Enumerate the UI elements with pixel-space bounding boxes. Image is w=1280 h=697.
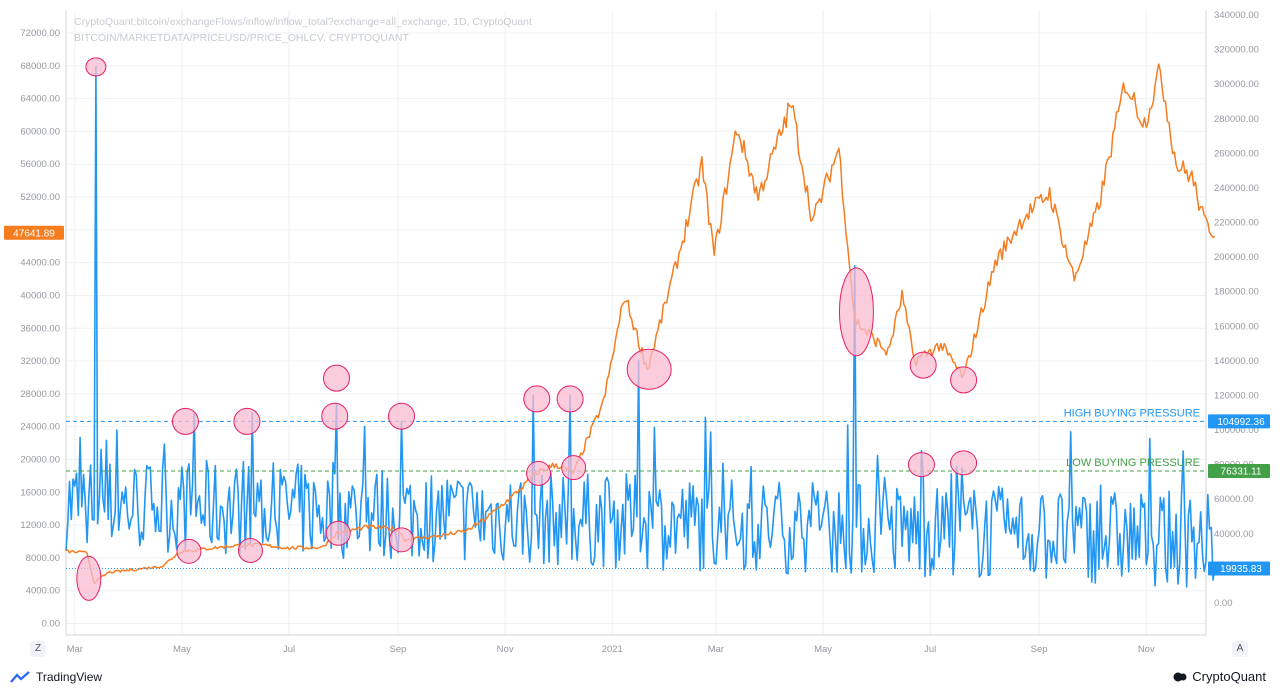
right-tick-label: 60000.00 — [1214, 494, 1254, 505]
left-tick-label: 40000.00 — [20, 290, 60, 301]
low-pressure-value-badge: 76331.11 — [1221, 466, 1262, 477]
right-tick-label: 220000.00 — [1214, 218, 1259, 229]
x-tick-label: Nov — [497, 644, 514, 655]
highlight-circle — [85, 57, 107, 77]
left-tick-label: 36000.00 — [20, 323, 60, 334]
right-tick-label: 40000.00 — [1214, 529, 1254, 540]
low-pressure-label: LOW BUYING PRESSURE — [1066, 457, 1200, 469]
tradingview-logo-icon — [10, 671, 30, 683]
right-tick-label: 160000.00 — [1214, 321, 1259, 332]
left-tick-label: 68000.00 — [20, 61, 60, 72]
left-tick-label: 44000.00 — [20, 258, 60, 269]
left-tick-label: 60000.00 — [20, 126, 60, 137]
high-pressure-label: HIGH BUYING PRESSURE — [1064, 407, 1200, 419]
left-tick-label: 24000.00 — [20, 422, 60, 433]
cryptoquant-logo-icon — [1173, 672, 1187, 681]
auto-scale-button[interactable]: A — [1232, 641, 1248, 657]
highlight-circle — [237, 538, 263, 564]
price-value-badge: 47641.89 — [13, 228, 55, 239]
x-tick-label: Mar — [708, 644, 724, 655]
series-title-price: BITCOIN/MARKETDATA/PRICEUSD/PRICE_OHLCV,… — [74, 32, 409, 44]
highlight-circle — [950, 450, 978, 476]
right-tick-label: 340000.00 — [1214, 10, 1259, 21]
highlight-circle — [523, 385, 551, 413]
right-tick-label: 180000.00 — [1214, 287, 1259, 298]
right-tick-label: 0.00 — [1214, 598, 1233, 609]
highlight-circle — [556, 385, 584, 413]
highlight-circle — [561, 455, 587, 481]
highlight-circle — [325, 520, 351, 546]
high-pressure-value-badge: 104992.36 — [1217, 417, 1265, 428]
x-tick-label: May — [173, 644, 191, 655]
x-tick-label: Nov — [1138, 644, 1155, 655]
highlight-circle — [171, 407, 199, 435]
x-tick-label: Sep — [390, 644, 407, 655]
highlight-circle — [838, 267, 874, 357]
right-tick-label: 320000.00 — [1214, 45, 1259, 56]
left-tick-label: 12000.00 — [20, 520, 60, 531]
x-tick-label: Jul — [924, 644, 936, 655]
highlight-circle — [907, 452, 935, 478]
zoom-button[interactable]: Z — [30, 641, 46, 657]
highlight-circle — [626, 348, 672, 390]
inflow-value-badge: 19935.83 — [1220, 564, 1262, 575]
x-tick-label: 2021 — [602, 644, 623, 655]
x-tick-label: Jul — [283, 644, 295, 655]
right-tick-label: 240000.00 — [1214, 183, 1259, 194]
price-value-badge-bg — [4, 225, 64, 240]
right-tick-label: 300000.00 — [1214, 79, 1259, 90]
right-tick-label: 140000.00 — [1214, 356, 1259, 367]
right-tick-label: 100000.00 — [1214, 425, 1259, 436]
x-tick-label: Mar — [67, 644, 83, 655]
highlight-circle — [388, 402, 416, 430]
tradingview-brand[interactable]: TradingView — [10, 670, 102, 684]
x-tick-label: May — [814, 644, 832, 655]
right-tick-label: 280000.00 — [1214, 114, 1259, 125]
left-tick-label: 64000.00 — [20, 94, 60, 105]
highlight-circle — [909, 351, 937, 379]
left-tick-label: 56000.00 — [20, 159, 60, 170]
highlight-circle — [321, 402, 349, 430]
left-tick-label: 32000.00 — [20, 356, 60, 367]
series-title-inflow: CryptoQuant:bitcoin/exchangeFlows/inflow… — [74, 16, 532, 28]
high-pressure-value-badge-bg — [1208, 414, 1270, 429]
left-tick-label: 16000.00 — [20, 487, 60, 498]
inflow-value-badge-bg — [1208, 561, 1270, 576]
low-pressure-value-badge-bg — [1208, 463, 1270, 478]
highlight-circle — [76, 555, 102, 601]
right-tick-label: 200000.00 — [1214, 252, 1259, 263]
left-tick-label: 8000.00 — [26, 553, 60, 564]
highlight-circle — [950, 366, 978, 394]
cryptoquant-label: CryptoQuant — [1192, 669, 1266, 684]
left-tick-label: 72000.00 — [20, 28, 60, 39]
left-tick-label: 0.00 — [42, 619, 61, 630]
tradingview-label: TradingView — [36, 670, 103, 684]
inflow-line — [65, 66, 1216, 588]
left-tick-label: 28000.00 — [20, 389, 60, 400]
highlight-circle — [323, 364, 351, 392]
highlight-circle — [176, 538, 202, 564]
cryptoquant-brand: CryptoQuant — [1173, 669, 1266, 684]
x-tick-label: Sep — [1031, 644, 1048, 655]
highlight-circle — [526, 460, 552, 486]
left-tick-label: 20000.00 — [20, 454, 60, 465]
right-tick-label: 260000.00 — [1214, 148, 1259, 159]
highlight-circle — [233, 407, 261, 435]
left-tick-label: 52000.00 — [20, 192, 60, 203]
right-tick-label: 120000.00 — [1214, 390, 1259, 401]
highlight-circle — [389, 527, 415, 553]
left-tick-label: 4000.00 — [26, 586, 60, 597]
